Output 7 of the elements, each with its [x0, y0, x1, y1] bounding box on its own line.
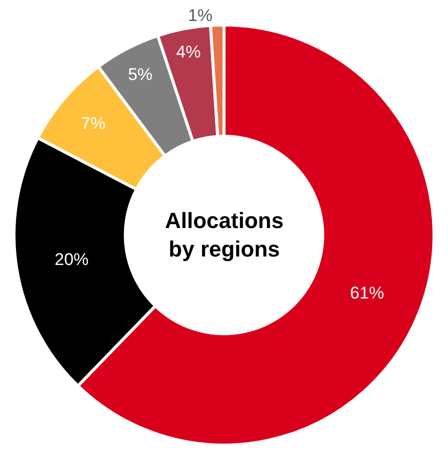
- data-label: 5%: [128, 64, 153, 84]
- data-label: 20%: [54, 250, 89, 270]
- data-label: 4%: [176, 42, 201, 62]
- text: Allocations by regions: [165, 208, 284, 262]
- data-label: 7%: [80, 114, 106, 134]
- data-label: 1%: [188, 6, 213, 26]
- data-label: 61%: [350, 283, 384, 302]
